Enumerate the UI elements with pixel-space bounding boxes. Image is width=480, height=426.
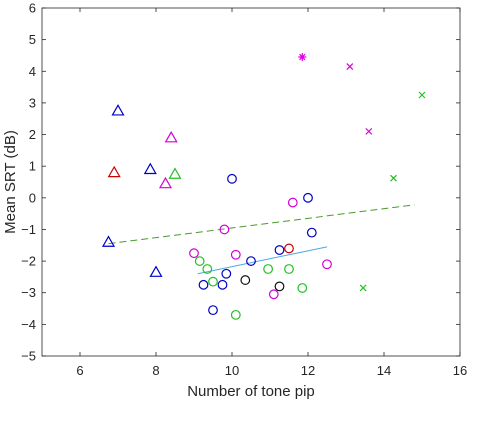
y-tick-label: −5 — [21, 349, 36, 364]
circle-point — [246, 256, 256, 266]
cross-point — [365, 127, 373, 135]
circle-point — [194, 256, 205, 266]
circle-point — [263, 264, 274, 274]
circle-point — [284, 264, 294, 274]
circle-point — [227, 173, 237, 184]
x-tick-label: 8 — [152, 363, 159, 378]
x-tick-label: 14 — [377, 363, 391, 378]
circle-point — [297, 283, 308, 293]
y-tick-label: −3 — [21, 285, 36, 300]
circle-point — [306, 227, 317, 238]
circle-point — [284, 243, 294, 254]
cross-point — [418, 91, 426, 99]
circle-point — [322, 259, 332, 270]
circle-point — [303, 192, 313, 203]
x-axis-ticks: 6 8 10 12 14 16 — [76, 8, 467, 378]
x-tick-label: 10 — [225, 363, 239, 378]
circle-point — [189, 248, 199, 259]
y-tick-label: −1 — [21, 222, 36, 237]
y-tick-label: 6 — [29, 1, 36, 16]
triangle-point — [149, 265, 163, 277]
plot-area — [42, 8, 460, 356]
x-tick-label: 16 — [453, 363, 467, 378]
solid-fit-line — [197, 246, 328, 275]
circle-point — [274, 281, 285, 292]
x-tick-label: 6 — [76, 363, 83, 378]
circle-point — [230, 249, 241, 260]
y-axis-ticks: −5 −4 −3 −2 −1 0 1 2 3 4 5 6 — [21, 1, 460, 364]
circle-point — [274, 245, 285, 255]
circle-point — [217, 279, 228, 290]
x-tick-label: 12 — [301, 363, 315, 378]
circle-point — [198, 279, 209, 290]
data-points — [101, 53, 426, 320]
cross-point — [390, 174, 397, 182]
triangle-point — [107, 165, 121, 178]
dashed-fit-line — [108, 204, 415, 245]
circle-point — [268, 289, 279, 300]
plot-frame — [41, 7, 461, 357]
y-axis-label: Mean SRT (dB) — [2, 130, 19, 234]
y-tick-label: 5 — [29, 32, 36, 47]
y-tick-label: 0 — [29, 190, 36, 205]
y-tick-label: 3 — [29, 95, 36, 110]
circle-point — [230, 309, 241, 320]
circle-point — [208, 276, 218, 287]
x-axis-label: Number of tone pip — [187, 383, 315, 400]
triangle-point — [101, 235, 116, 247]
y-tick-label: −4 — [21, 317, 36, 332]
y-tick-label: −2 — [21, 254, 36, 269]
triangle-point — [143, 162, 157, 175]
circle-point — [219, 224, 230, 235]
triangle-point — [168, 167, 182, 179]
y-tick-label: 1 — [29, 159, 36, 174]
circle-point — [221, 268, 232, 279]
star-point — [298, 53, 307, 62]
y-tick-label: 2 — [29, 127, 36, 142]
triangle-point — [164, 131, 178, 143]
circle-point — [287, 197, 298, 208]
cross-point — [346, 63, 354, 70]
circle-point — [208, 305, 218, 316]
triangle-point — [158, 176, 173, 189]
circle-point — [240, 275, 251, 285]
circle-point — [202, 264, 213, 274]
cross-point — [359, 284, 367, 292]
y-tick-label: 4 — [29, 64, 36, 79]
triangle-point — [111, 104, 125, 116]
fit-lines — [108, 204, 415, 275]
